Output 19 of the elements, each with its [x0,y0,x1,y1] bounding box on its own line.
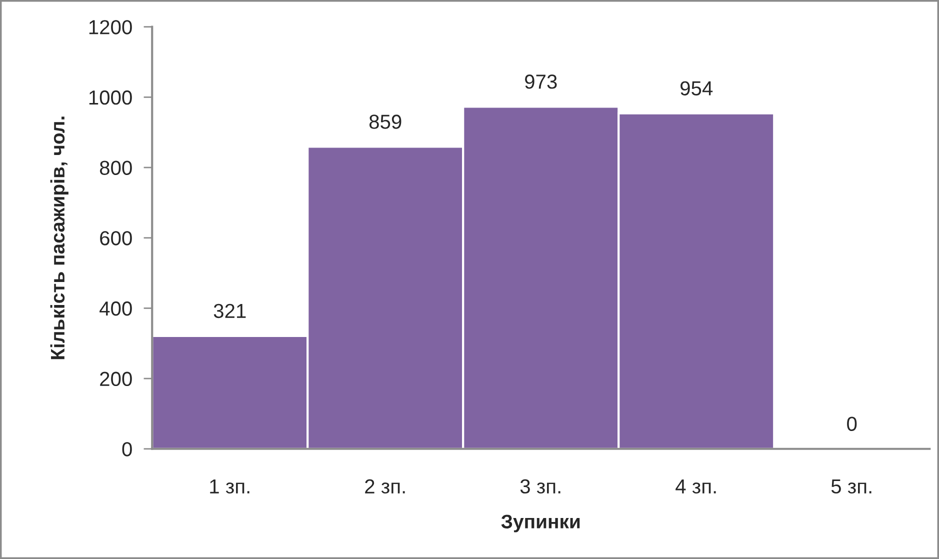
y-tick-label: 1200 [89,20,132,34]
y-axis-title: Кількість пасажирів, чол. [50,116,68,360]
y-tick-label: 1000 [89,90,132,105]
data-label: 859 [369,114,402,129]
x-tick-label: 2 зп. [365,479,405,494]
data-label: 321 [214,304,246,318]
y-tick-label: 400 [100,301,132,316]
y-tick-label: 600 [100,231,132,246]
x-tick-label: 1 зп. [210,479,250,494]
data-label: 0 [847,416,857,432]
x-tick-label: 4 зп. [676,479,716,494]
data-label: 954 [680,81,713,96]
y-tick-label: 200 [100,372,132,386]
x-axis-title: Зупинки [501,514,580,532]
y-tick-label: 800 [100,160,132,176]
data-label: 973 [525,74,557,89]
x-tick-label: 3 зп. [520,479,560,494]
y-tick-label: 0 [122,442,132,456]
x-tick-label: 5 зп. [831,479,872,494]
